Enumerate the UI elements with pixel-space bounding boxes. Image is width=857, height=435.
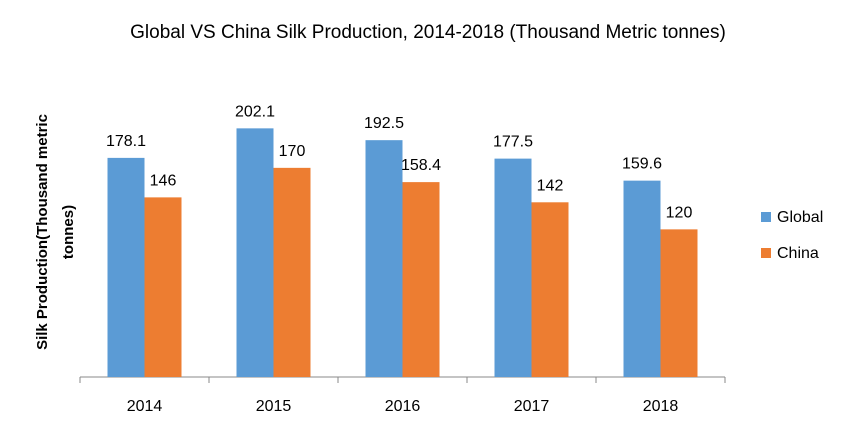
- legend-label-global: Global: [777, 209, 823, 226]
- y-axis-label: Silk Production(Thousand metric tonnes): [34, 114, 77, 350]
- plot-area: 178.1 146 2014 202.1 170 2015 192.5 158.4 2016 17…: [79, 103, 726, 415]
- data-label-china-2018: 120: [666, 204, 693, 221]
- legend-swatch-global: [761, 212, 771, 222]
- bar-global-2015: [236, 128, 274, 377]
- data-label-global-2014: 178.1: [106, 133, 146, 150]
- data-label-china-2014: 146: [150, 172, 177, 189]
- data-label-global-2015: 202.1: [235, 103, 275, 120]
- x-tick-label-2017: 2017: [514, 398, 550, 415]
- data-label-china-2016: 158.4: [401, 157, 441, 174]
- chart-title: Global VS China Silk Production, 2014-20…: [130, 22, 726, 43]
- x-tick-label-2015: 2015: [256, 398, 292, 415]
- x-tick-label-2018: 2018: [643, 398, 679, 415]
- x-tick-label-2016: 2016: [385, 398, 421, 415]
- data-label-china-2015: 170: [279, 143, 306, 160]
- legend-swatch-china: [761, 248, 771, 258]
- x-tick-label-2014: 2014: [127, 398, 163, 415]
- bar-global-2017: [494, 158, 532, 377]
- bar-china-2015: [273, 167, 311, 377]
- data-label-global-2017: 177.5: [493, 134, 533, 151]
- bar-global-2014: [107, 157, 145, 377]
- bar-china-2017: [531, 202, 569, 377]
- bar-china-2018: [660, 229, 698, 377]
- bar-global-2018: [623, 180, 661, 377]
- data-label-china-2017: 142: [537, 177, 564, 194]
- y-axis-label-line-1: Silk Production(Thousand metric: [34, 114, 51, 350]
- data-label-global-2018: 159.6: [622, 156, 662, 173]
- data-label-global-2016: 192.5: [364, 115, 404, 132]
- y-axis-label-line-2: tonnes): [60, 205, 77, 259]
- legend: Global China: [761, 209, 823, 262]
- bar-global-2016: [365, 140, 403, 377]
- legend-label-china: China: [777, 245, 819, 262]
- bar-china-2014: [144, 197, 182, 377]
- bar-china-2016: [402, 182, 440, 377]
